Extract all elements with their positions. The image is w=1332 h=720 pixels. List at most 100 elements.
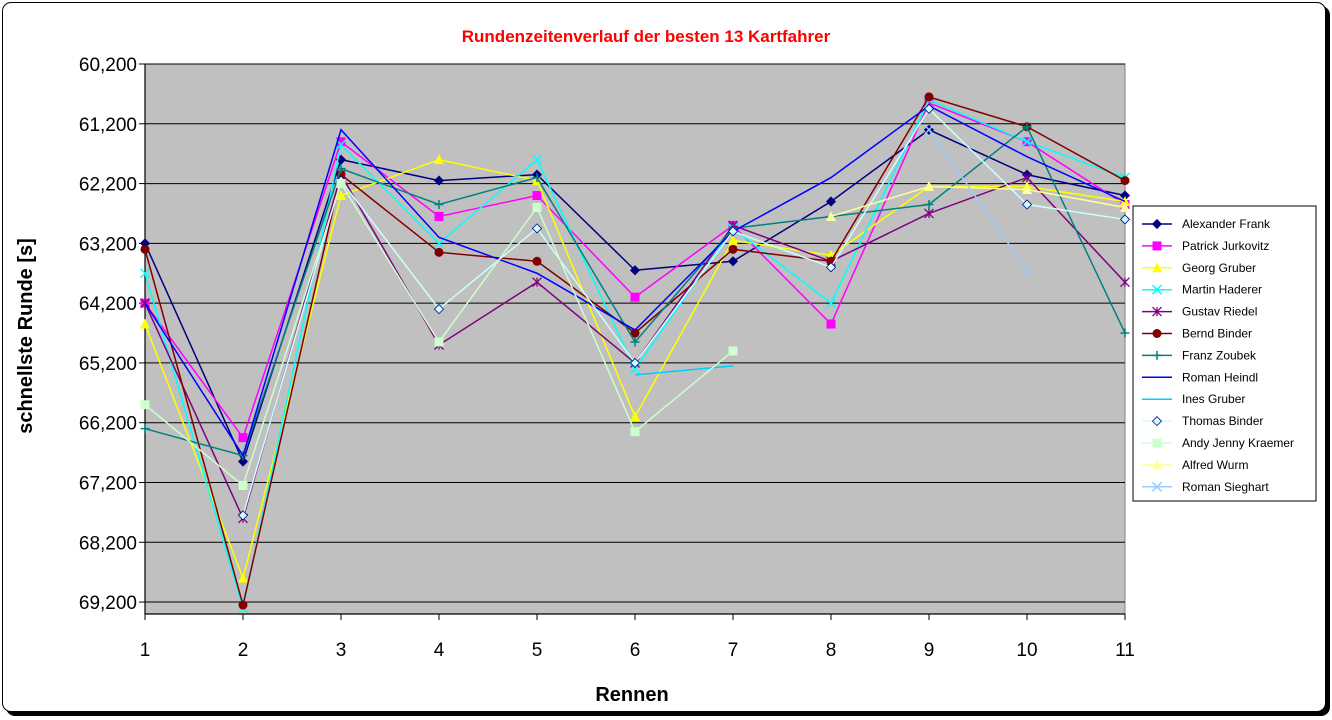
- legend-label: Bernd Binder: [1182, 327, 1252, 341]
- x-tick-label: 1: [140, 640, 151, 661]
- x-axis-label: Rennen: [595, 684, 668, 706]
- legend-label: Andy Jenny Kraemer: [1182, 436, 1294, 450]
- legend-box: [1132, 205, 1317, 502]
- data-point: [728, 234, 738, 245]
- legend-label: Thomas Binder: [1182, 414, 1263, 428]
- y-tick-label: 64,200: [79, 294, 137, 315]
- data-point: [237, 456, 249, 467]
- data-point: [531, 223, 543, 234]
- series-line: [242, 107, 1126, 516]
- data-point: [336, 179, 346, 189]
- legend-entry: Ines Gruber: [1142, 392, 1245, 406]
- legend-marker: [1151, 284, 1163, 295]
- data-point: [924, 199, 934, 209]
- data-point: [630, 292, 640, 302]
- series-lines: [139, 92, 1131, 614]
- data-point: [434, 199, 444, 209]
- legend-marker: [1152, 262, 1162, 273]
- y-tick-label: 60,200: [79, 55, 137, 76]
- legend-marker: [1151, 416, 1163, 427]
- data-point: [434, 211, 444, 221]
- data-point: [238, 572, 248, 583]
- legend-label: Alfred Wurm: [1182, 458, 1248, 472]
- legend-label: Ines Gruber: [1182, 392, 1245, 406]
- legend-marker: [1152, 329, 1162, 338]
- x-tick-label: 5: [532, 640, 543, 661]
- legend-marker: [1151, 481, 1163, 492]
- legend-entry: Patrick Jurkovitz: [1142, 239, 1269, 253]
- data-point: [532, 202, 542, 212]
- data-point: [630, 427, 640, 437]
- x-tick-label: 9: [924, 640, 935, 661]
- data-point: [1120, 328, 1130, 338]
- y-axis-label: schnellste Runde [s]: [15, 238, 37, 434]
- y-tick-label: 68,200: [79, 533, 137, 554]
- data-point: [727, 226, 739, 237]
- data-point: [630, 328, 640, 338]
- x-tick-label: 6: [630, 640, 641, 661]
- data-point: [1120, 201, 1130, 212]
- data-point: [532, 173, 542, 183]
- series-franz-zoubek: [140, 122, 1130, 461]
- series-line: [928, 129, 1028, 271]
- data-point: [728, 346, 738, 356]
- legend-marker: [1152, 438, 1162, 448]
- data-point: [825, 262, 837, 273]
- y-tick-label: 67,200: [79, 473, 137, 494]
- data-point: [923, 103, 935, 114]
- data-point: [140, 400, 150, 410]
- data-point: [140, 318, 150, 329]
- data-point: [924, 92, 934, 102]
- data-point: [630, 411, 640, 422]
- data-point: [727, 256, 739, 267]
- data-point: [532, 191, 542, 201]
- y-tick-label: 62,200: [79, 175, 137, 196]
- legend-label: Roman Heindl: [1182, 370, 1258, 384]
- data-point: [924, 181, 934, 192]
- data-point: [825, 196, 837, 207]
- data-point: [434, 154, 444, 165]
- data-point: [434, 337, 444, 347]
- legend-label: Roman Sieghart: [1182, 480, 1269, 494]
- data-point: [923, 124, 935, 135]
- legend-marker: [1152, 459, 1162, 470]
- legend-entry: Bernd Binder: [1142, 327, 1252, 341]
- data-point: [826, 319, 836, 329]
- data-point: [630, 337, 640, 347]
- legend-label: Georg Gruber: [1182, 261, 1256, 275]
- legend-entry: Roman Sieghart: [1142, 480, 1269, 494]
- x-tick-label: 3: [336, 640, 347, 661]
- legend-label: Gustav Riedel: [1182, 305, 1257, 319]
- legend-entry: Georg Gruber: [1142, 261, 1256, 275]
- data-point: [1119, 214, 1131, 225]
- series-ines-gruber: [634, 365, 734, 376]
- data-point: [826, 210, 836, 221]
- x-tick-label: 10: [1016, 640, 1037, 661]
- data-point: [433, 175, 445, 186]
- chart-title: Rundenzeitenverlauf der besten 13 Kartfa…: [462, 27, 831, 46]
- data-point: [336, 137, 346, 147]
- x-tick-label: 8: [826, 640, 837, 661]
- data-point: [238, 480, 248, 490]
- series-bernd-binder: [140, 92, 1130, 610]
- series-georg-gruber: [140, 154, 1130, 583]
- data-point: [139, 268, 151, 279]
- legend-label: Alexander Frank: [1182, 217, 1271, 231]
- data-point: [433, 304, 445, 315]
- data-point: [237, 510, 249, 521]
- series-thomas-binder: [237, 103, 1131, 521]
- data-point: [924, 208, 934, 219]
- legend-marker: [1152, 241, 1162, 251]
- y-tick-label: 69,200: [79, 593, 137, 614]
- x-axis-ticks: 1 2 3 4 5 6 7 8 9 10 11: [140, 614, 1135, 661]
- legend-entry: Andy Jenny Kraemer: [1142, 436, 1294, 450]
- data-point: [1021, 199, 1033, 210]
- legend-entry: Alexander Frank: [1142, 217, 1271, 231]
- legend-entry: Franz Zoubek: [1142, 348, 1257, 362]
- legend-label: Patrick Jurkovitz: [1182, 239, 1269, 253]
- data-point: [532, 256, 542, 266]
- data-point: [140, 244, 150, 254]
- series-line: [634, 365, 734, 376]
- data-point: [532, 277, 542, 288]
